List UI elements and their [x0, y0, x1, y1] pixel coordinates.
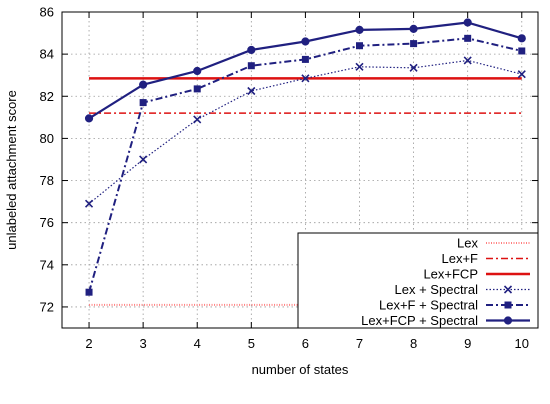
data-point — [463, 56, 472, 65]
data-point — [84, 114, 94, 123]
data-point — [518, 47, 526, 55]
y-tick-label: 86 — [40, 5, 54, 20]
legend-item-lex-fcp: Lex+FCP — [423, 267, 530, 282]
legend-item-lex-fcp-spectral: Lex+FCP + Spectral — [361, 313, 530, 328]
data-point — [355, 62, 364, 71]
plot-area-frame — [61, 11, 539, 329]
legend-label: Lex+F — [442, 251, 479, 266]
data-point — [409, 24, 418, 33]
series-lex-f-spectral — [85, 34, 526, 296]
x-tick-label: 8 — [410, 336, 417, 351]
y-tick-label: 80 — [40, 131, 54, 146]
series-line-lex-spectral — [88, 59, 522, 205]
data-point — [193, 66, 202, 76]
data-point — [464, 34, 472, 42]
data-point — [247, 45, 256, 55]
legend-label: Lex + Spectral — [395, 282, 479, 297]
data-point — [193, 85, 201, 93]
data-point — [139, 80, 148, 89]
legend-label: Lex+F + Spectral — [379, 298, 478, 313]
legend-item-lex-f-spectral: Lex+F + Spectral — [379, 298, 530, 313]
data-point — [247, 86, 256, 96]
series-lex-spectral — [84, 56, 526, 208]
data-point — [247, 62, 255, 70]
x-tick-label: 6 — [302, 336, 309, 351]
legend-box — [297, 232, 539, 329]
data-point — [301, 55, 309, 63]
y-tick-label: 78 — [40, 173, 54, 188]
y-tick-label: 72 — [40, 299, 54, 314]
y-tick-label: 82 — [40, 89, 54, 104]
legend-item-lex: Lex — [457, 236, 530, 251]
data-point — [463, 18, 472, 27]
legend-label: Lex+FCP + Spectral — [361, 313, 478, 328]
data-point — [503, 285, 513, 294]
legend-item-lex-f: Lex+F — [442, 251, 530, 266]
legend-label: Lex+FCP — [423, 267, 478, 282]
series-lex-fcp-spectral — [84, 18, 526, 123]
data-point — [193, 115, 202, 124]
x-tick-label: 3 — [140, 336, 147, 351]
x-tick-label: 4 — [194, 336, 201, 351]
legend-label: Lex — [457, 236, 478, 251]
data-point — [355, 25, 364, 35]
data-point — [517, 34, 526, 43]
legend-item-lex-spectral: Lex + Spectral — [395, 282, 530, 297]
x-axis-title: number of states — [252, 362, 349, 377]
data-point — [85, 288, 93, 296]
x-tick-label: 7 — [356, 336, 363, 351]
data-point — [84, 199, 94, 208]
data-point — [356, 42, 363, 50]
data-point — [409, 63, 418, 72]
y-tick-label: 76 — [40, 215, 54, 230]
x-tick-label: 9 — [464, 336, 471, 351]
x-tick-label: 10 — [515, 336, 529, 351]
data-point — [503, 316, 513, 325]
x-tick-label: 2 — [85, 336, 92, 351]
data-point — [139, 99, 147, 107]
y-tick-label: 74 — [40, 257, 54, 272]
data-point — [517, 70, 526, 79]
data-point — [301, 37, 310, 46]
data-point — [301, 74, 310, 83]
y-tick-label: 84 — [40, 47, 54, 62]
y-axis-title: unlabeled attachment score — [4, 90, 19, 250]
data-point — [410, 40, 418, 48]
data-point — [139, 155, 148, 164]
data-point — [504, 301, 512, 309]
x-tick-label: 5 — [248, 336, 255, 351]
